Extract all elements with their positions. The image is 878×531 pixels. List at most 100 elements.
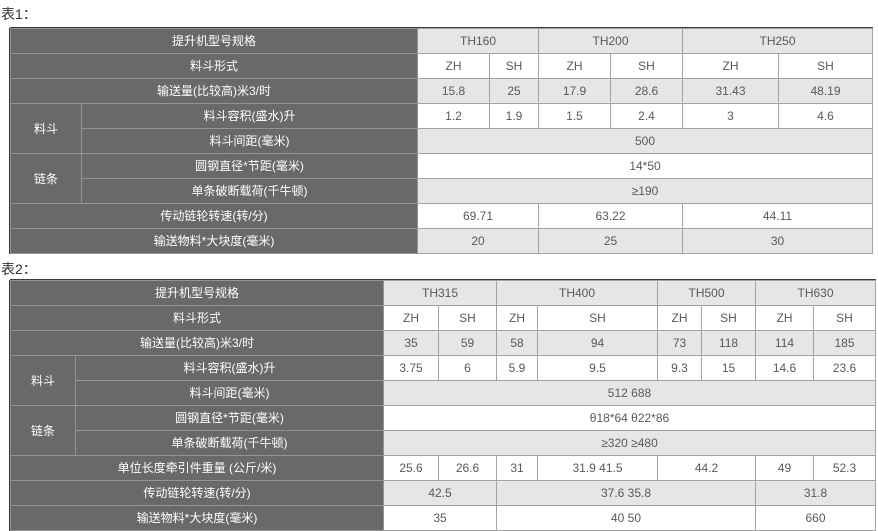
- value-cell: TH160: [417, 28, 539, 54]
- row-label: 料斗形式: [10, 305, 384, 331]
- table-row: 提升机型号规格 TH315 TH400 TH500 TH630: [10, 280, 876, 306]
- table-row: 料斗形式 ZH SH ZH SH ZH SH: [10, 53, 873, 79]
- value-cell: 30: [682, 228, 873, 254]
- value-cell: 9.5: [537, 355, 658, 381]
- row-label: 提升机型号规格: [10, 28, 418, 54]
- row-label: 单位长度牵引件重量 (公斤/米): [10, 455, 384, 481]
- value-cell: 4.6: [778, 103, 873, 129]
- row-label: 提升机型号规格: [10, 280, 384, 306]
- value-cell: 31: [496, 455, 538, 481]
- table-row: 输送量(比较高)米3/时 35 59 58 94 73 118 114 185: [10, 330, 876, 356]
- value-cell: 25: [489, 78, 539, 104]
- value-cell: 15.8: [417, 78, 490, 104]
- spec-table-th315-th630: 提升机型号规格 TH315 TH400 TH500 TH630 料斗形式 ZH SH ZH SH Z…: [10, 280, 876, 531]
- table-row: 输送量(比较高)米3/时 15.8 25 17.9 28.6 31.43 48.19: [10, 78, 873, 104]
- table2-heading: 表2：: [1, 261, 37, 277]
- value-cell: TH400: [496, 280, 658, 306]
- value-cell: 23.6: [813, 355, 876, 381]
- row-label: 输送量(比较高)米3/时: [10, 330, 384, 356]
- row-label: 料斗容积(盛水)升: [81, 103, 418, 129]
- value-cell: 31.9 41.5: [537, 455, 658, 481]
- row-label: 传动链轮转速(转/分): [10, 203, 418, 229]
- row-label: 料斗容积(盛水)升: [75, 355, 384, 381]
- value-cell: SH: [813, 305, 876, 331]
- value-cell: 9.3: [657, 355, 702, 381]
- row-label: 单条破断载荷(千牛顿): [81, 178, 418, 204]
- value-cell: 42.5: [383, 480, 497, 506]
- row-label: 输送物料*大块度(毫米): [10, 505, 384, 531]
- value-cell: SH: [610, 53, 683, 79]
- value-cell: 26.6: [438, 455, 497, 481]
- row-label: 传动链轮转速(转/分): [10, 480, 384, 506]
- value-cell: θ18*64 θ22*86: [383, 405, 876, 431]
- table-row: 料斗形式 ZH SH ZH SH ZH SH ZH SH: [10, 305, 876, 331]
- value-cell: 2.4: [610, 103, 683, 129]
- value-cell: TH500: [657, 280, 756, 306]
- value-cell: 500: [417, 128, 873, 154]
- row-label: 输送物料*大块度(毫米): [10, 228, 418, 254]
- table-row: 单条破断载荷(千牛顿) ≥190: [11, 178, 873, 204]
- table1-heading: 表1：: [1, 6, 37, 22]
- row-label: 料斗间距(毫米): [81, 128, 418, 154]
- value-cell: ≥320 ≥480: [383, 430, 876, 456]
- value-cell: 15: [701, 355, 756, 381]
- table-row: 传动链轮转速(转/分) 42.5 37.6 35.8 31.8: [10, 480, 876, 506]
- value-cell: 49: [755, 455, 814, 481]
- value-cell: 660: [755, 505, 876, 531]
- value-cell: SH: [489, 53, 539, 79]
- value-cell: TH250: [682, 28, 873, 54]
- value-cell: 69.71: [417, 203, 539, 229]
- value-cell: SH: [537, 305, 658, 331]
- value-cell: 35: [383, 330, 439, 356]
- value-cell: TH315: [383, 280, 497, 306]
- value-cell: ZH: [538, 53, 611, 79]
- value-cell: 35: [383, 505, 497, 531]
- group-label: 链条: [10, 153, 82, 204]
- value-cell: 1.9: [489, 103, 539, 129]
- table-row: 单位长度牵引件重量 (公斤/米) 25.6 26.6 31 31.9 41.5 44.2 4…: [10, 455, 876, 481]
- value-cell: 40 50: [496, 505, 756, 531]
- value-cell: 6: [438, 355, 497, 381]
- spec-table-th160-th250: 提升机型号规格 TH160 TH200 TH250 料斗形式 ZH SH ZH SH ZH SH 输送…: [10, 28, 873, 254]
- value-cell: SH: [438, 305, 497, 331]
- value-cell: 20: [417, 228, 539, 254]
- table-row: 料斗 料斗容积(盛水)升 3.75 6 5.9 9.5 9.3 15 14.6 23.6: [10, 355, 876, 406]
- value-cell: ZH: [657, 305, 702, 331]
- table-row: 链条 圆钢直径*节距(毫米) θ18*64 θ22*86: [10, 405, 876, 456]
- group-label: 料斗: [10, 103, 82, 154]
- value-cell: 63.22: [538, 203, 683, 229]
- value-cell: 3: [682, 103, 779, 129]
- value-cell: 37.6 35.8: [496, 480, 756, 506]
- value-cell: 73: [657, 330, 702, 356]
- value-cell: 14*50: [417, 153, 873, 179]
- table-row: 链条 圆钢直径*节距(毫米) 14*50: [10, 153, 873, 204]
- value-cell: ZH: [383, 305, 439, 331]
- table-row: 单条破断载荷(千牛顿) ≥320 ≥480: [11, 430, 876, 456]
- table-row: 料斗间距(毫米) 500: [11, 128, 873, 154]
- value-cell: ZH: [496, 305, 538, 331]
- value-cell: 1.2: [417, 103, 490, 129]
- row-label: 料斗间距(毫米): [75, 380, 384, 406]
- table-row: 提升机型号规格 TH160 TH200 TH250: [10, 28, 873, 54]
- value-cell: ≥190: [417, 178, 873, 204]
- table-row: 料斗 料斗容积(盛水)升 1.2 1.9 1.5 2.4 3 4.6: [10, 103, 873, 154]
- table-row: 输送物料*大块度(毫米) 20 25 30: [10, 228, 873, 254]
- value-cell: ZH: [417, 53, 490, 79]
- value-cell: 94: [537, 330, 658, 356]
- value-cell: 31.43: [682, 78, 779, 104]
- value-cell: 5.9: [496, 355, 538, 381]
- table-row: 输送物料*大块度(毫米) 35 40 50 660: [10, 505, 876, 531]
- value-cell: 52.3: [813, 455, 876, 481]
- value-cell: 48.19: [778, 78, 873, 104]
- value-cell: 114: [755, 330, 814, 356]
- table-row: 传动链轮转速(转/分) 69.71 63.22 44.11: [10, 203, 873, 229]
- value-cell: 44.11: [682, 203, 873, 229]
- row-label: 圆钢直径*节距(毫米): [75, 405, 384, 431]
- value-cell: 3.75: [383, 355, 439, 381]
- row-label: 圆钢直径*节距(毫米): [81, 153, 418, 179]
- value-cell: ZH: [682, 53, 779, 79]
- value-cell: 59: [438, 330, 497, 356]
- value-cell: 31.8: [755, 480, 876, 506]
- value-cell: 118: [701, 330, 756, 356]
